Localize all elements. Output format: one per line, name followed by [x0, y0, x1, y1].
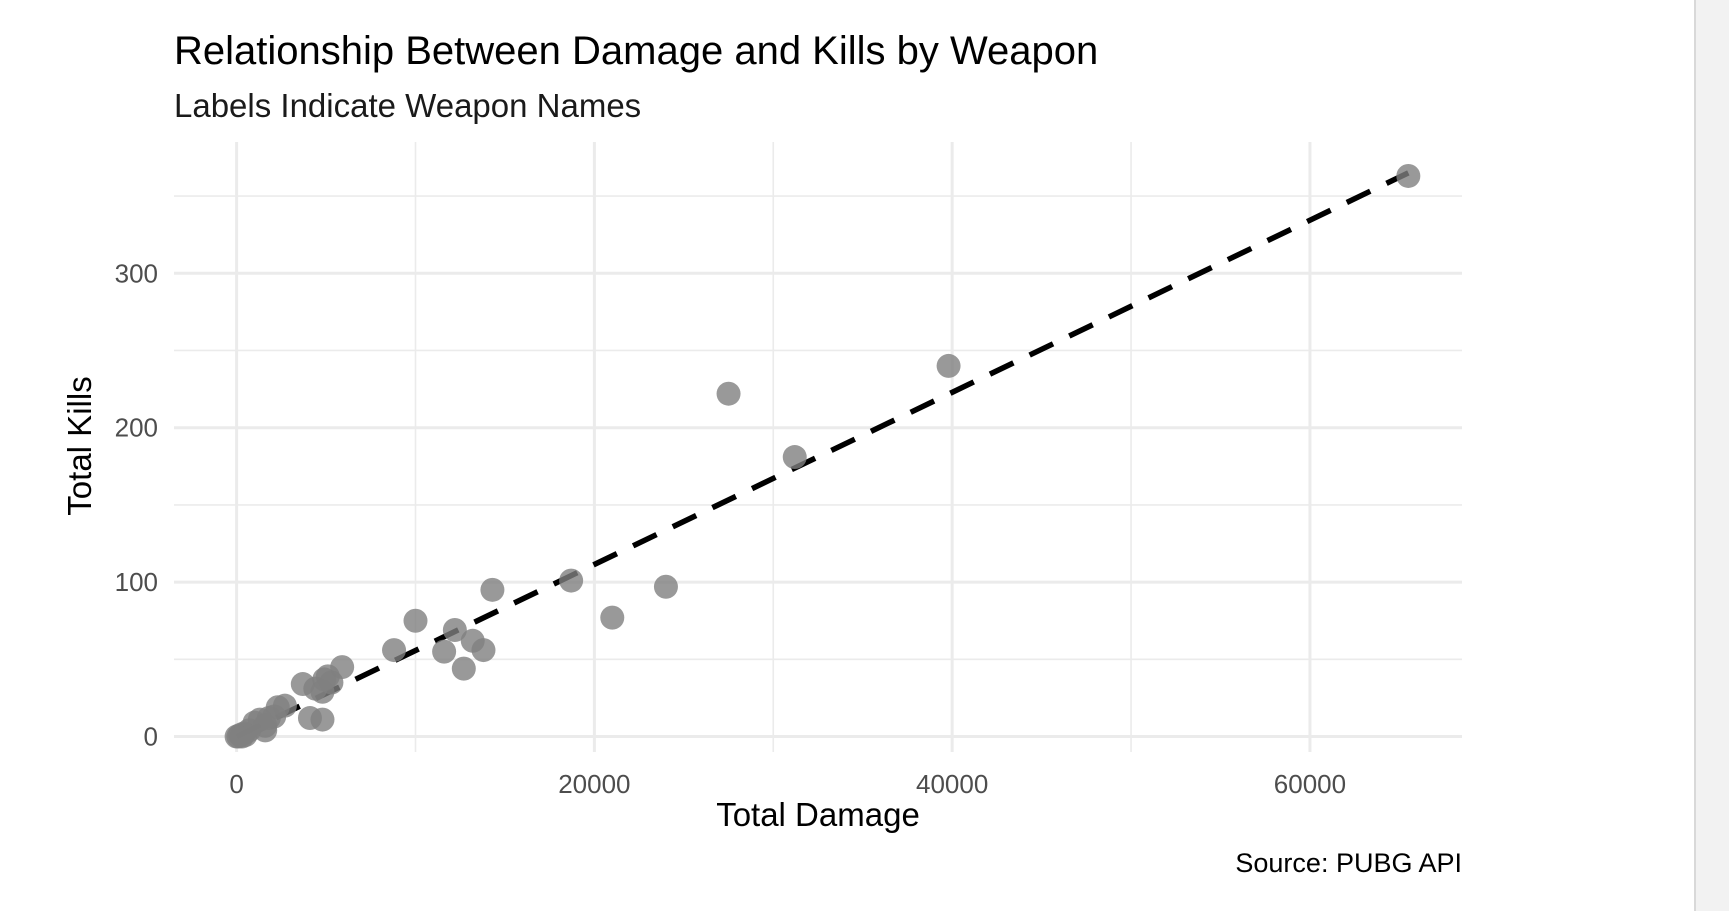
x-tick-label: 60000 — [1274, 769, 1346, 799]
data-point — [480, 577, 505, 602]
x-axis-title: Total Damage — [716, 796, 920, 833]
data-point — [782, 445, 807, 470]
x-axis-ticks: 0 20000 40000 60000 — [229, 769, 1346, 799]
x-tick-label: 0 — [229, 769, 243, 799]
x-tick-label: 20000 — [558, 769, 630, 799]
y-tick-label: 200 — [115, 413, 158, 443]
grid-lines — [174, 142, 1462, 752]
chart-title: Relationship Between Damage and Kills by… — [174, 29, 1098, 73]
data-point — [600, 605, 625, 630]
trend-line-layer — [235, 170, 1410, 740]
window-scroll-edge — [1694, 0, 1729, 911]
data-point — [310, 679, 335, 704]
data-point — [1396, 163, 1421, 188]
chart-subtitle: Labels Indicate Weapon Names — [174, 87, 641, 124]
y-tick-label: 300 — [115, 258, 158, 288]
data-point — [432, 639, 457, 664]
y-tick-label: 100 — [115, 567, 158, 597]
data-point — [451, 656, 476, 681]
data-point — [936, 353, 961, 378]
data-point — [310, 707, 335, 732]
x-tick-label: 40000 — [916, 769, 988, 799]
data-point — [559, 568, 584, 593]
data-points — [224, 163, 1421, 749]
data-point — [403, 608, 428, 633]
data-point — [442, 618, 467, 642]
data-point — [653, 574, 678, 599]
data-point — [382, 638, 407, 663]
data-point — [716, 381, 741, 406]
y-axis-ticks: 0 100 200 300 — [115, 258, 158, 751]
y-tick-label: 0 — [144, 722, 158, 752]
chart-caption: Source: PUBG API — [1235, 848, 1462, 878]
y-axis-title: Total Kills — [61, 376, 98, 515]
data-point — [233, 723, 258, 748]
data-point — [471, 638, 496, 663]
trend-line — [235, 170, 1410, 740]
